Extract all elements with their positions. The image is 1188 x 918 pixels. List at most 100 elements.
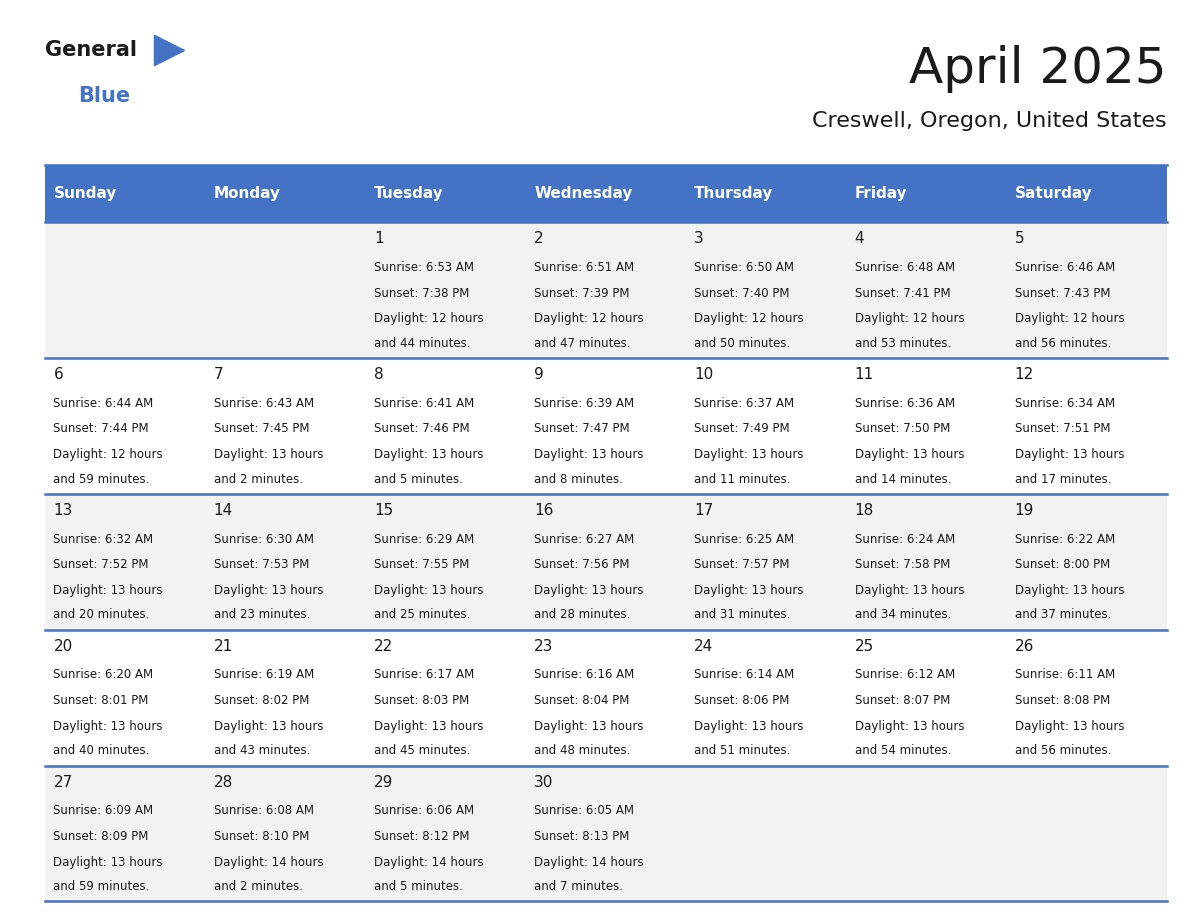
Text: Sunrise: 6:43 AM: Sunrise: 6:43 AM: [214, 397, 314, 409]
Text: Sunset: 8:13 PM: Sunset: 8:13 PM: [535, 830, 630, 843]
Text: 26: 26: [1015, 639, 1034, 654]
Text: Sunrise: 6:39 AM: Sunrise: 6:39 AM: [535, 397, 634, 409]
Text: 25: 25: [854, 639, 873, 654]
Text: Sunrise: 6:53 AM: Sunrise: 6:53 AM: [374, 261, 474, 274]
Text: Sunset: 7:53 PM: Sunset: 7:53 PM: [214, 558, 309, 571]
Text: Saturday: Saturday: [1015, 186, 1093, 201]
Text: Daylight: 13 hours: Daylight: 13 hours: [53, 584, 163, 597]
Text: and 37 minutes.: and 37 minutes.: [1015, 609, 1111, 621]
Bar: [206, 630, 366, 766]
Text: 16: 16: [535, 503, 554, 518]
Text: Sunrise: 6:17 AM: Sunrise: 6:17 AM: [374, 668, 474, 681]
Text: Sunrise: 6:14 AM: Sunrise: 6:14 AM: [694, 668, 795, 681]
Text: Sunrise: 6:20 AM: Sunrise: 6:20 AM: [53, 668, 153, 681]
Text: 23: 23: [535, 639, 554, 654]
Text: and 53 minutes.: and 53 minutes.: [854, 337, 950, 350]
Text: Daylight: 14 hours: Daylight: 14 hours: [374, 856, 484, 868]
Text: Daylight: 13 hours: Daylight: 13 hours: [535, 584, 644, 597]
Bar: [685, 766, 846, 901]
Text: and 5 minutes.: and 5 minutes.: [374, 880, 463, 893]
Text: and 23 minutes.: and 23 minutes.: [214, 609, 310, 621]
Text: Daylight: 13 hours: Daylight: 13 hours: [214, 584, 323, 597]
Text: 12: 12: [1015, 367, 1034, 382]
Bar: [685, 358, 846, 494]
Text: Monday: Monday: [214, 186, 280, 201]
Text: Sunset: 8:04 PM: Sunset: 8:04 PM: [535, 694, 630, 707]
Text: Daylight: 13 hours: Daylight: 13 hours: [854, 584, 963, 597]
Text: Daylight: 12 hours: Daylight: 12 hours: [1015, 312, 1124, 325]
Text: 3: 3: [694, 231, 704, 246]
Text: Sunset: 7:55 PM: Sunset: 7:55 PM: [374, 558, 469, 571]
Text: 6: 6: [53, 367, 63, 382]
Text: Sunset: 8:03 PM: Sunset: 8:03 PM: [374, 694, 469, 707]
Text: Blue: Blue: [78, 86, 131, 106]
Text: Daylight: 13 hours: Daylight: 13 hours: [53, 720, 163, 733]
Text: Sunrise: 6:11 AM: Sunrise: 6:11 AM: [1015, 668, 1116, 681]
Text: Sunset: 7:38 PM: Sunset: 7:38 PM: [374, 286, 469, 299]
Text: Sunrise: 6:25 AM: Sunrise: 6:25 AM: [694, 532, 795, 545]
Text: and 59 minutes.: and 59 minutes.: [53, 473, 150, 486]
Text: Sunset: 7:51 PM: Sunset: 7:51 PM: [1015, 422, 1111, 435]
Text: 13: 13: [53, 503, 72, 518]
Bar: [206, 766, 366, 901]
Bar: [846, 494, 1006, 630]
Text: 2: 2: [535, 231, 544, 246]
Text: 17: 17: [694, 503, 714, 518]
Bar: [366, 494, 526, 630]
Text: Sunset: 7:40 PM: Sunset: 7:40 PM: [694, 286, 790, 299]
Text: Daylight: 13 hours: Daylight: 13 hours: [694, 584, 804, 597]
Text: Sunset: 7:44 PM: Sunset: 7:44 PM: [53, 422, 148, 435]
Bar: [846, 766, 1006, 901]
Text: 21: 21: [214, 639, 233, 654]
Bar: [206, 494, 366, 630]
Text: Sunrise: 6:36 AM: Sunrise: 6:36 AM: [854, 397, 955, 409]
Bar: [685, 630, 846, 766]
Bar: [45, 630, 206, 766]
Bar: [1006, 766, 1167, 901]
Text: Sunset: 8:02 PM: Sunset: 8:02 PM: [214, 694, 309, 707]
Text: Sunset: 8:09 PM: Sunset: 8:09 PM: [53, 830, 148, 843]
Text: and 45 minutes.: and 45 minutes.: [374, 744, 470, 757]
Text: Sunrise: 6:46 AM: Sunrise: 6:46 AM: [1015, 261, 1116, 274]
Text: 24: 24: [694, 639, 714, 654]
Bar: [1006, 165, 1167, 222]
Text: and 2 minutes.: and 2 minutes.: [214, 880, 303, 893]
Bar: [1006, 630, 1167, 766]
Text: Sunset: 8:07 PM: Sunset: 8:07 PM: [854, 694, 950, 707]
Text: Sunrise: 6:37 AM: Sunrise: 6:37 AM: [694, 397, 795, 409]
Text: Sunset: 8:08 PM: Sunset: 8:08 PM: [1015, 694, 1110, 707]
Bar: [45, 494, 206, 630]
Text: and 17 minutes.: and 17 minutes.: [1015, 473, 1111, 486]
Bar: [1006, 358, 1167, 494]
Text: and 50 minutes.: and 50 minutes.: [694, 337, 790, 350]
Text: Daylight: 14 hours: Daylight: 14 hours: [214, 856, 323, 868]
Text: Daylight: 13 hours: Daylight: 13 hours: [374, 448, 484, 461]
Text: Sunrise: 6:50 AM: Sunrise: 6:50 AM: [694, 261, 795, 274]
Text: Sunrise: 6:27 AM: Sunrise: 6:27 AM: [535, 532, 634, 545]
Text: and 56 minutes.: and 56 minutes.: [1015, 744, 1111, 757]
Text: Sunrise: 6:48 AM: Sunrise: 6:48 AM: [854, 261, 955, 274]
Text: Sunset: 7:57 PM: Sunset: 7:57 PM: [694, 558, 790, 571]
Text: Daylight: 13 hours: Daylight: 13 hours: [694, 720, 804, 733]
Text: Daylight: 13 hours: Daylight: 13 hours: [854, 720, 963, 733]
Bar: [366, 165, 526, 222]
Text: Sunrise: 6:19 AM: Sunrise: 6:19 AM: [214, 668, 314, 681]
Polygon shape: [154, 35, 184, 66]
Text: and 48 minutes.: and 48 minutes.: [535, 744, 631, 757]
Text: Sunrise: 6:34 AM: Sunrise: 6:34 AM: [1015, 397, 1114, 409]
Text: Sunset: 8:06 PM: Sunset: 8:06 PM: [694, 694, 790, 707]
Text: and 7 minutes.: and 7 minutes.: [535, 880, 623, 893]
Text: 9: 9: [535, 367, 544, 382]
Text: and 40 minutes.: and 40 minutes.: [53, 744, 150, 757]
Text: Daylight: 13 hours: Daylight: 13 hours: [374, 720, 484, 733]
Text: 11: 11: [854, 367, 873, 382]
Text: April 2025: April 2025: [909, 45, 1167, 93]
Text: Friday: Friday: [854, 186, 908, 201]
Bar: [846, 630, 1006, 766]
Bar: [685, 165, 846, 222]
Text: 30: 30: [535, 775, 554, 789]
Text: Daylight: 12 hours: Daylight: 12 hours: [694, 312, 804, 325]
Text: 4: 4: [854, 231, 864, 246]
Text: 5: 5: [1015, 231, 1024, 246]
Bar: [526, 222, 685, 358]
